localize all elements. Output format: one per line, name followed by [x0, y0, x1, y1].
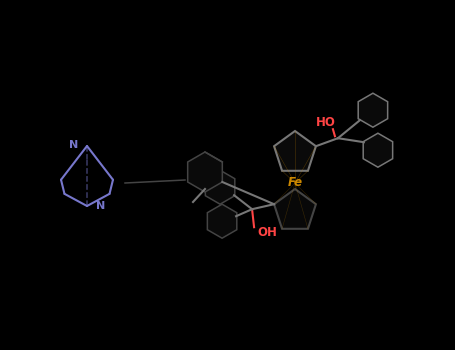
Polygon shape [274, 131, 316, 171]
Text: Fe: Fe [288, 176, 303, 189]
Polygon shape [274, 189, 316, 229]
Text: HO: HO [316, 116, 336, 129]
Polygon shape [207, 204, 237, 238]
Polygon shape [205, 170, 235, 204]
Text: N: N [96, 201, 106, 211]
Polygon shape [187, 152, 222, 192]
Text: OH: OH [257, 226, 277, 239]
Polygon shape [358, 93, 388, 127]
Text: N: N [69, 140, 79, 150]
Polygon shape [363, 133, 393, 167]
